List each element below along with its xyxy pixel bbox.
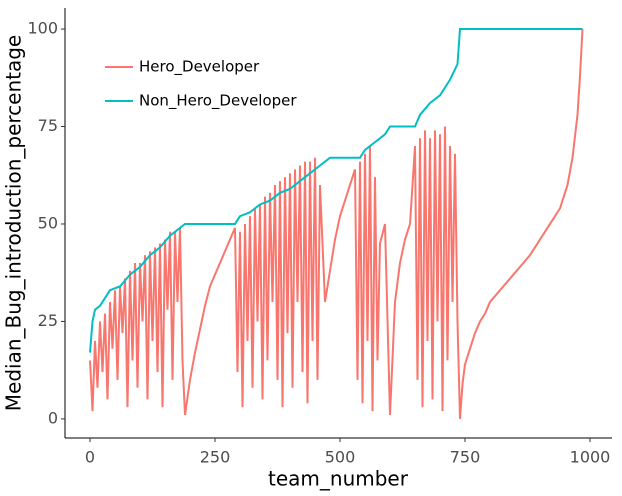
y-tick-label: 50 <box>38 213 58 232</box>
line-series <box>89 28 584 419</box>
x-tick-label: 1000 <box>570 448 611 467</box>
y-tick-label: 0 <box>48 408 58 427</box>
line-series <box>89 28 583 353</box>
y-tick-label: 100 <box>27 19 58 38</box>
y-tick-label: 25 <box>38 311 58 330</box>
x-tick-label: 500 <box>325 448 356 467</box>
y-axis-title: Median_Bug_introduction_percentage <box>2 35 26 411</box>
x-tick-label: 250 <box>200 448 231 467</box>
x-axis-title: team_number <box>268 467 409 491</box>
x-tick-label: 0 <box>85 448 95 467</box>
x-tick-label: 750 <box>450 448 481 467</box>
legend-label: Non_Hero_Developer <box>139 92 297 111</box>
y-tick-label: 75 <box>38 116 58 135</box>
legend-label: Hero_Developer <box>139 58 260 77</box>
